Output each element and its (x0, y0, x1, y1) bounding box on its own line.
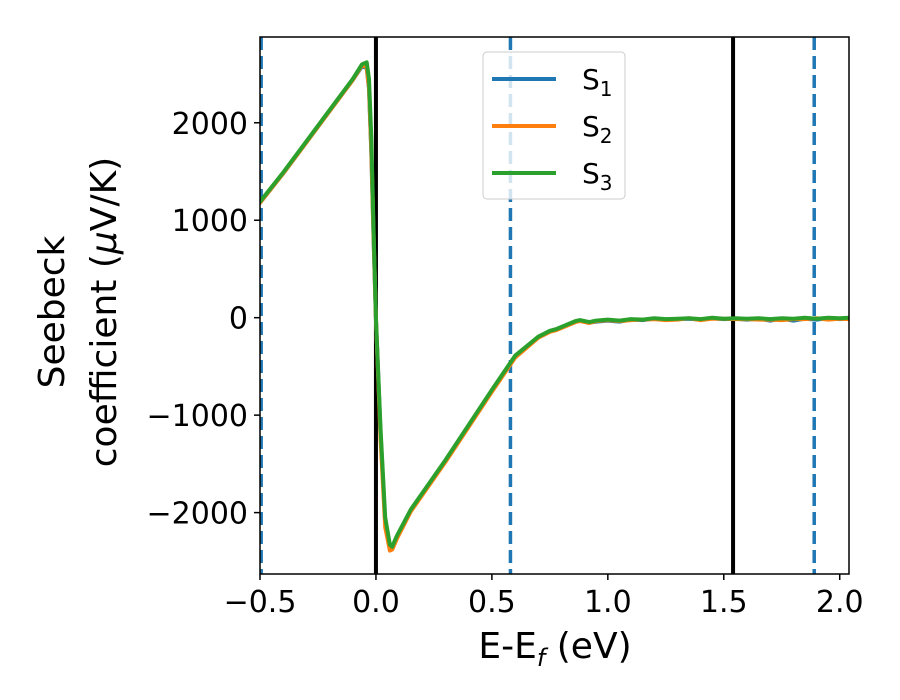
x-tick-label: 1.0 (584, 585, 632, 620)
y-axis-ticks: 2000 1000 0 −1000 −2000 (147, 107, 260, 532)
x-tick-label: 0.0 (352, 585, 400, 620)
x-tick-label: 2.0 (816, 585, 864, 620)
y-axis-label: Seebeck coefficient (μV/K) (32, 157, 125, 467)
x-tick-label: 0.5 (468, 585, 516, 620)
series-lines (260, 60, 849, 553)
legend-label-S3: S3 (582, 157, 613, 195)
x-tick-label: −0.5 (224, 585, 297, 620)
legend-label-S2: S2 (582, 110, 613, 148)
series-line-S3 (260, 60, 849, 549)
y-tick-label: 2000 (172, 107, 248, 142)
y-axis-label-line1: Seebeck (32, 235, 73, 388)
x-axis-label: E-Ef (eV) (478, 626, 631, 672)
y-tick-label: 1000 (172, 204, 248, 239)
plot-frame (259, 36, 850, 575)
y-tick-label: −1000 (147, 399, 248, 434)
x-tick-label: 1.5 (700, 585, 748, 620)
legend-label-S1: S1 (582, 63, 613, 101)
y-tick-label: −2000 (147, 497, 248, 532)
y-axis-label-line2: coefficient (μV/K) (84, 157, 125, 467)
reference-lines (260, 37, 816, 574)
x-axis-ticks: −0.5 0.0 0.5 1.0 1.5 2.0 (224, 574, 864, 620)
y-tick-label: 0 (229, 302, 248, 337)
legend: S1 S2 S3 (482, 51, 626, 200)
